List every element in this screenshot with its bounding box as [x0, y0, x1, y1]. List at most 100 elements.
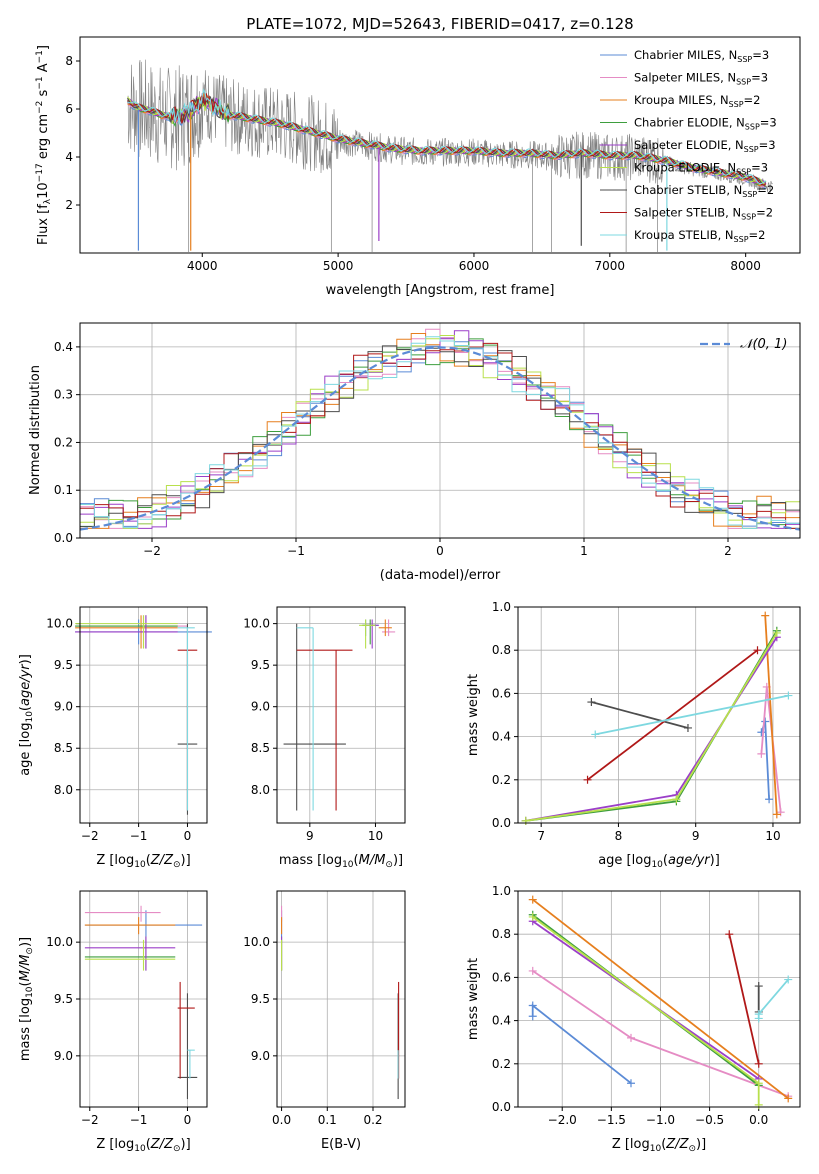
- y-tick-label: 9.0: [251, 700, 270, 714]
- weight-point-marker: [591, 730, 600, 739]
- x-tick-label: −2.0: [548, 1113, 577, 1127]
- weight-point-marker: [754, 982, 763, 991]
- x-tick-label: 0.0: [272, 1113, 291, 1127]
- x-axis-label: age [log10(age/yr)]: [598, 853, 720, 870]
- legend-label: Salpeter MILES, NSSP=3: [634, 71, 768, 87]
- x-axis-label: (data-model)/error: [380, 568, 501, 583]
- x-tick-label: 0.1: [318, 1113, 337, 1127]
- y-tick-label: 9.0: [54, 700, 73, 714]
- x-tick-label: −1: [130, 829, 148, 843]
- legend-label: Kroupa ELODIE, NSSP=3: [634, 161, 768, 177]
- y-tick-label: 0.6: [492, 686, 511, 700]
- errorbar-panel: −2 −1 0 9.0 9.5 10.0 Z [log10(Z/Z⊙)] mass [log1…: [18, 890, 208, 1154]
- weight-point-marker: [587, 698, 596, 707]
- weight-series-line: [586, 649, 759, 781]
- y-axis-label: Flux [fλ10−17 erg cm−2 s−1 A−1]: [35, 45, 53, 245]
- y-tick-label: 10.0: [46, 617, 73, 631]
- x-axis-label: Z [log10(Z/Z⊙)]: [96, 1137, 190, 1154]
- y-tick-label: 0.0: [492, 816, 511, 830]
- x-axis-label: E(B-V): [321, 1137, 361, 1152]
- weight-point-marker: [753, 646, 762, 655]
- model-spectrum-line: [127, 93, 767, 185]
- y-tick-label: 2: [65, 198, 73, 212]
- y-tick-label: 4: [65, 150, 73, 164]
- x-tick-label: 10: [765, 829, 780, 843]
- model-spectrum-line: [127, 96, 767, 188]
- plot-frame: [79, 890, 208, 1108]
- errorbar-panel: −2 −1 0 8.0 8.5 9.0 9.5 10.0 Z [log10(Z/Z⊙)] age …: [18, 606, 212, 870]
- weight-point-marker: [765, 795, 774, 804]
- weight-point-marker: [754, 1079, 763, 1088]
- figure-title: PLATE=1072, MJD=52643, FIBERID=0417, z=0…: [246, 15, 633, 33]
- y-tick-label: 8.5: [251, 741, 270, 755]
- plot-frame: [517, 890, 801, 1108]
- y-tick-label: 0.2: [492, 1057, 511, 1071]
- x-tick-label: 8: [615, 829, 623, 843]
- weight-point-marker: [683, 723, 692, 732]
- model-spectrum-line: [127, 88, 767, 185]
- weight-point-marker: [583, 775, 592, 784]
- weight-series-line: [595, 694, 789, 736]
- plot-frame: [79, 606, 208, 824]
- errorbar-panel: 9 10 8.0 8.5 9.0 9.5 10.0 mass [log10(M/M⊙)]: [243, 606, 406, 870]
- weight-point-marker: [672, 795, 681, 804]
- x-tick-label: 0.2: [363, 1113, 382, 1127]
- weight-series-line: [591, 701, 689, 729]
- weight-point-marker: [784, 1094, 793, 1103]
- y-tick-label: 0.8: [492, 927, 511, 941]
- weight-point-marker: [521, 816, 530, 825]
- x-tick-label: −2: [81, 1113, 99, 1127]
- weight-point-marker: [757, 749, 766, 758]
- weight-point-marker: [776, 808, 785, 817]
- weight-point-marker: [626, 1079, 635, 1088]
- y-tick-label: 0.4: [54, 340, 73, 354]
- x-tick-label: −1.5: [597, 1113, 626, 1127]
- y-tick-label: 0.8: [492, 643, 511, 657]
- y-axis-label: mass [log10(M/M⊙)]: [18, 937, 35, 1061]
- y-tick-label: 0.1: [54, 483, 73, 497]
- legend-label: Chabrier ELODIE, NSSP=3: [634, 116, 777, 132]
- legend-label: Chabrier STELIB, NSSP=2: [634, 183, 774, 199]
- x-tick-label: −2: [81, 829, 99, 843]
- residual-histogram-step: [79, 338, 800, 538]
- weight-point-marker: [528, 1001, 537, 1010]
- x-tick-label: 4000: [187, 259, 218, 273]
- y-tick-label: 10.0: [46, 935, 73, 949]
- y-axis-label: age [log10(age/yr)]: [18, 654, 35, 776]
- weight-point-marker: [725, 930, 734, 939]
- x-axis-label: wavelength [Angstrom, rest frame]: [326, 283, 555, 298]
- y-tick-label: 0.4: [492, 730, 511, 744]
- x-tick-label: 5000: [323, 259, 354, 273]
- x-tick-label: 7000: [595, 259, 626, 273]
- normal-curve: [79, 346, 801, 531]
- y-tick-label: 0.0: [492, 1100, 511, 1114]
- x-tick-label: 9: [306, 829, 314, 843]
- weight-point-marker: [754, 1100, 763, 1109]
- residual-histogram-step: [79, 342, 800, 538]
- weight-point-marker: [528, 895, 537, 904]
- y-tick-label: 0.0: [54, 531, 73, 545]
- weight-series-line: [532, 898, 789, 1100]
- weight-point-marker: [754, 1059, 763, 1068]
- y-tick-label: 0.2: [54, 435, 73, 449]
- y-tick-label: 8.5: [54, 741, 73, 755]
- model-spectrum-line: [127, 93, 767, 186]
- legend-label: Kroupa STELIB, NSSP=2: [634, 228, 765, 244]
- weight-series-line: [525, 630, 778, 822]
- x-tick-label: 0.0: [749, 1113, 768, 1127]
- residual-panel: −2 −1 0 1 2 0.0 0.1 0.2 0.3 0.4 𝒩(0, 1) (data-model…: [28, 322, 801, 583]
- y-tick-label: 8.0: [251, 783, 270, 797]
- weight-point-marker: [772, 810, 781, 819]
- weight-series-line: [525, 632, 778, 822]
- legend-label: Chabrier MILES, NSSP=3: [634, 48, 769, 64]
- x-tick-label: 8000: [730, 259, 761, 273]
- plot-frame: [276, 606, 406, 824]
- weight-panel: 7 8 9 10 0.0 0.2 0.4 0.6 0.8 1.0 age [log10(age/yr…: [466, 600, 801, 870]
- x-tick-label: 2: [724, 544, 732, 558]
- y-axis-label: Normed distribution: [28, 365, 43, 495]
- y-tick-label: 9.0: [251, 1049, 270, 1063]
- plot-frame: [79, 36, 801, 254]
- x-tick-label: 0: [436, 544, 444, 558]
- weight-panel: −2.0 −1.5 −1.0 −0.5 0.0 0.0 0.2 0.4 0.6 0.8 1.0 Z […: [466, 884, 801, 1154]
